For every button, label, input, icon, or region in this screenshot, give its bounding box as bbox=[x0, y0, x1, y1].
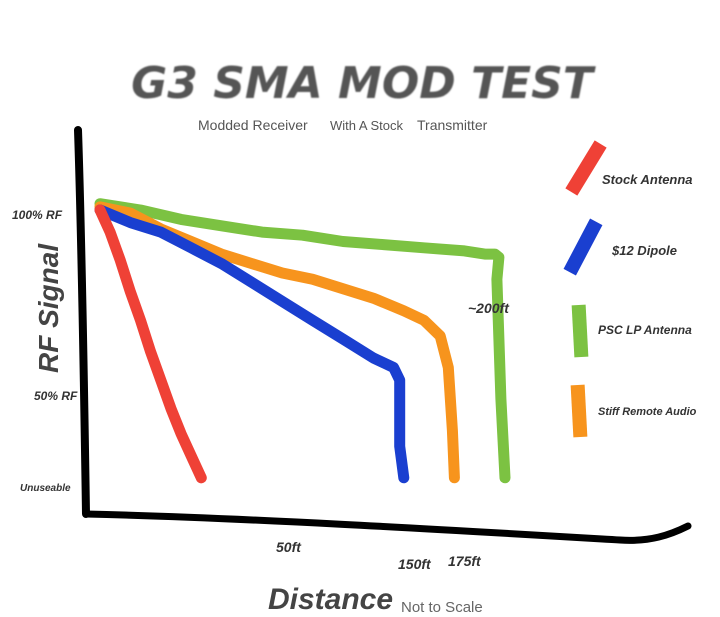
y-axis bbox=[74, 126, 90, 518]
legend-item-stiff-remote-audio: Stiff Remote Audio bbox=[570, 384, 697, 438]
chart-title: G3 SMA MOD TEST bbox=[131, 58, 596, 109]
x-label-175ft: 175ft bbox=[448, 553, 482, 569]
legend-label-psc-lp-antenna: PSC LP Antenna bbox=[598, 323, 692, 337]
y-tick-50: 50% RF bbox=[34, 389, 78, 403]
legend: Stock Antenna $12 Dipole PSC LP Antenna … bbox=[563, 140, 697, 438]
y-axis-title: RF Signal bbox=[33, 243, 64, 373]
y-tick-unuseable: Unuseable bbox=[20, 483, 71, 494]
legend-swatch-stiff-remote-audio bbox=[570, 384, 588, 438]
legend-item-stock-antenna: Stock Antenna bbox=[565, 140, 693, 196]
legend-label-stock-antenna: Stock Antenna bbox=[602, 172, 693, 187]
series-line-stock-antenna bbox=[94, 204, 207, 484]
legend-label-dipole: $12 Dipole bbox=[611, 243, 677, 258]
series-line-12-dipole bbox=[94, 204, 410, 484]
subtitle-part-1: Modded Receiver bbox=[198, 117, 308, 133]
legend-swatch-stock-antenna bbox=[565, 140, 607, 196]
series-line-psc-lp-antenna bbox=[94, 198, 511, 484]
x-label-50ft: 50ft bbox=[276, 539, 302, 555]
x-axis bbox=[82, 510, 692, 544]
x-label-150ft: 150ft bbox=[398, 556, 432, 572]
legend-item-dipole: $12 Dipole bbox=[563, 218, 677, 276]
x-axis-title: Distance bbox=[268, 583, 393, 616]
x-label-200ft: ~200ft bbox=[468, 300, 510, 316]
legend-label-stiff-remote-audio: Stiff Remote Audio bbox=[598, 406, 697, 418]
subtitle-part-3: Transmitter bbox=[417, 117, 488, 133]
x-axis-note: Not to Scale bbox=[401, 599, 483, 616]
subtitle-part-2: With A Stock bbox=[330, 118, 403, 133]
legend-swatch-dipole bbox=[563, 218, 603, 276]
legend-item-psc-lp-antenna: PSC LP Antenna bbox=[571, 304, 692, 358]
series-layer bbox=[94, 198, 511, 484]
legend-swatch-psc-lp-antenna bbox=[571, 304, 589, 358]
y-tick-100: 100% RF bbox=[12, 208, 63, 222]
